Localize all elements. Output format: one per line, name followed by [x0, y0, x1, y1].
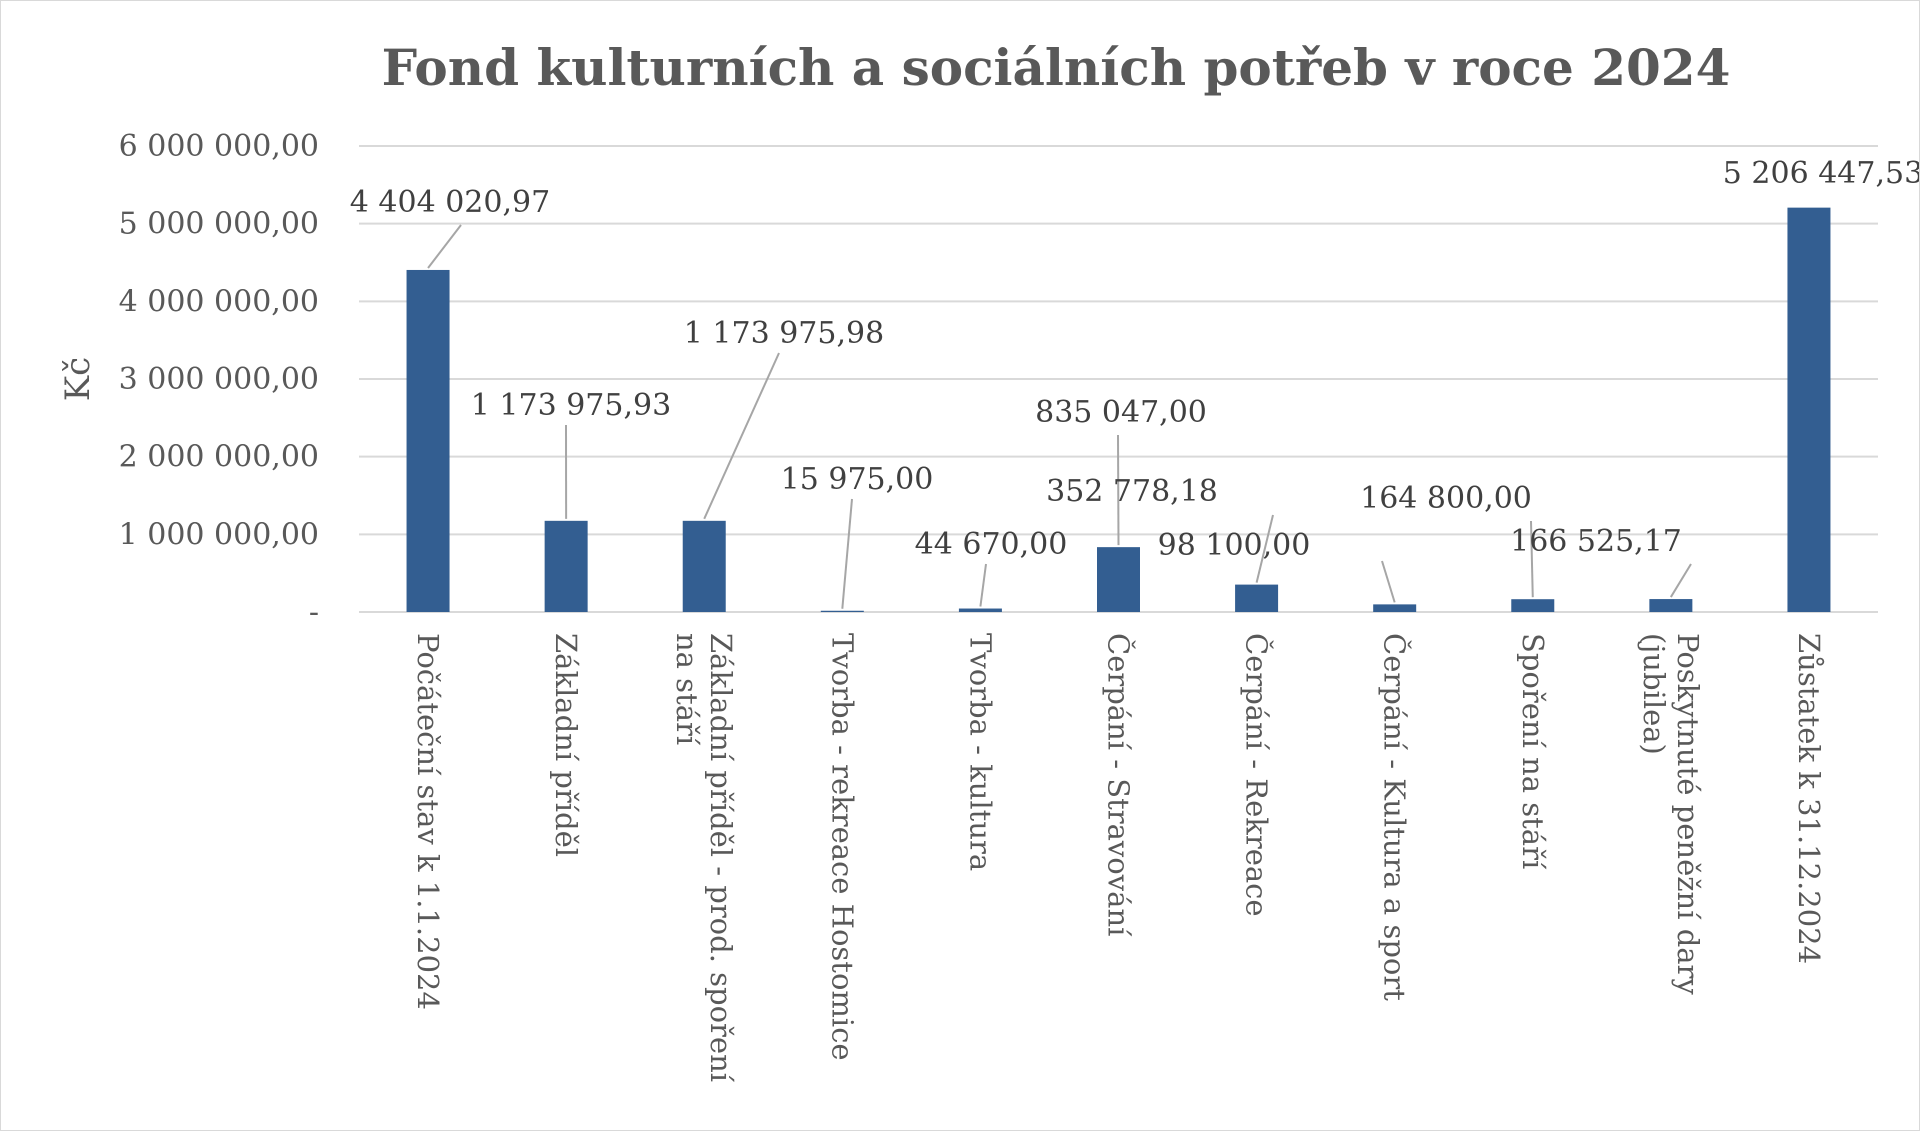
data-label: 4 404 020,97: [350, 185, 550, 220]
data-label: 44 670,00: [915, 527, 1068, 562]
data-label: 1 173 975,98: [684, 316, 884, 351]
bar: [544, 520, 588, 612]
data-label: 1 173 975,93: [471, 388, 671, 423]
x-axis-ticks: Počáteční stav k 1.1.2024 Základní příděl…: [411, 633, 1826, 1083]
x-tick-line: Čerpání - Rekreace: [1240, 633, 1275, 917]
y-axis-label: Kč: [58, 357, 98, 401]
data-labels: 4 404 020,97 1 173 975,93 1 173 975,98 15 9…: [350, 156, 1919, 563]
y-tick-label: 6 000 000,00: [119, 129, 319, 164]
y-tick-label: 1 000 000,00: [119, 517, 319, 552]
x-tick-label: Poskytnuté peněžní dary(jubilea): [1637, 633, 1705, 995]
x-tick-label: Tvorba - kultura: [963, 633, 997, 871]
x-tick-label: Počáteční stav k 1.1.2024: [411, 633, 445, 1010]
x-tick-line: Tvorba - kultura: [963, 633, 997, 871]
chart-title: Fond kulturních a sociálních potřeb v ro…: [382, 38, 1731, 97]
data-label: 166 525,17: [1510, 524, 1682, 559]
x-tick-label: Základní příděl: [549, 633, 583, 857]
data-label: 835 047,00: [1035, 395, 1207, 430]
leader-line: [841, 498, 853, 609]
x-tick-label: Čerpání - Rekreace: [1240, 633, 1275, 917]
x-tick-line: (jubilea): [1637, 633, 1671, 755]
x-tick-line: Zůstatek k 31.12.2024: [1792, 633, 1826, 964]
y-axis-ticks: - 1 000 000,00 2 000 000,00 3 000 000,00 4 0…: [119, 129, 319, 630]
leader-line: [1670, 563, 1692, 598]
data-label: 352 778,18: [1046, 474, 1218, 509]
x-tick-line: Čerpání - Kultura a sport: [1378, 633, 1413, 1001]
x-tick-line: Čerpání - Stravování: [1102, 633, 1137, 937]
data-label: 15 975,00: [781, 462, 934, 497]
y-tick-label: 4 000 000,00: [119, 284, 319, 319]
x-tick-line: na stáří: [670, 633, 704, 746]
data-label: 98 100,00: [1158, 528, 1311, 563]
x-tick-label: Tvorba - rekreace Hostomice: [825, 633, 859, 1061]
bars: [406, 207, 1831, 612]
x-tick-line: Počáteční stav k 1.1.2024: [411, 633, 445, 1010]
leader-line: [1381, 560, 1396, 603]
bar: [1097, 547, 1140, 612]
bar: [682, 520, 726, 612]
y-tick-label: -: [309, 595, 319, 630]
bar: [1511, 599, 1555, 612]
x-tick-line: Základní příděl: [549, 633, 583, 857]
x-tick-label: Čerpání - Kultura a sport: [1378, 633, 1413, 1001]
data-label: 164 800,00: [1360, 481, 1532, 516]
bar: [406, 269, 450, 612]
x-tick-line: Tvorba - rekreace Hostomice: [825, 633, 859, 1061]
bar: [1649, 599, 1693, 612]
data-label-leaders: [427, 224, 1692, 609]
x-tick-line: Základní příděl - prod. spoření: [704, 633, 738, 1083]
bar: [1787, 207, 1831, 612]
leader-line: [979, 563, 987, 607]
bar: [820, 610, 864, 612]
x-tick-label: Zůstatek k 31.12.2024: [1792, 633, 1826, 964]
data-label: 5 206 447,53: [1723, 156, 1919, 191]
leader-line: [1117, 434, 1120, 546]
bar: [1235, 584, 1279, 612]
x-tick-label: Spoření na stáří: [1516, 633, 1550, 870]
leader-line: [427, 224, 462, 269]
x-tick-line: Poskytnuté peněžní dary: [1671, 633, 1705, 995]
leader-line: [1255, 514, 1274, 583]
y-tick-label: 5 000 000,00: [119, 207, 319, 242]
leader-line: [1530, 520, 1534, 598]
bar: [958, 608, 1002, 612]
leader-line: [703, 352, 780, 520]
bar: [1373, 604, 1417, 612]
x-tick-line: Spoření na stáří: [1516, 633, 1550, 870]
y-tick-label: 3 000 000,00: [119, 362, 319, 397]
y-tick-label: 2 000 000,00: [119, 440, 319, 475]
x-tick-label: Čerpání - Stravování: [1102, 633, 1137, 937]
